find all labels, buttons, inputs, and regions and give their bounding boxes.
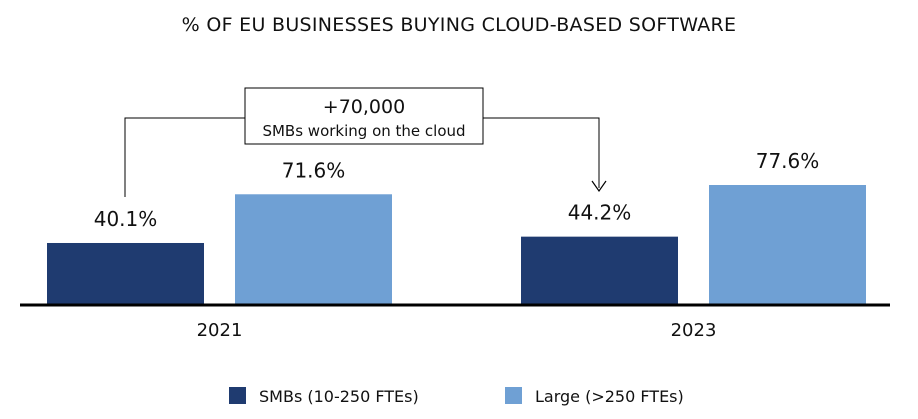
- bar-2023-smb: [521, 236, 678, 305]
- value-label-2023-smb: 44.2%: [568, 201, 632, 225]
- value-label-2021-smb: 40.1%: [94, 207, 158, 231]
- legend-label-large: Large (>250 FTEs): [535, 387, 684, 406]
- annotation-arrowhead: [591, 180, 607, 193]
- bar-2023-large: [709, 185, 866, 305]
- legend-swatch-large: [505, 387, 522, 404]
- bar-2021-smb: [47, 242, 204, 305]
- annotation-text: SMBs working on the cloud: [262, 122, 465, 140]
- legend-label-smb: SMBs (10-250 FTEs): [259, 387, 419, 406]
- annotation-value: +70,000: [323, 96, 405, 118]
- x-tick-label-2023: 2023: [671, 320, 717, 341]
- annotation-connector: [124, 117, 600, 197]
- value-label-2023-large: 77.6%: [756, 149, 820, 173]
- chart-title: % OF EU BUSINESSES BUYING CLOUD-BASED SO…: [181, 14, 737, 36]
- bar-2021-large: [235, 194, 392, 305]
- legend-swatch-smb: [229, 387, 246, 404]
- value-label-2021-large: 71.6%: [282, 158, 346, 182]
- annotation-box: [244, 87, 484, 145]
- x-tick-label-2021: 2021: [197, 320, 243, 341]
